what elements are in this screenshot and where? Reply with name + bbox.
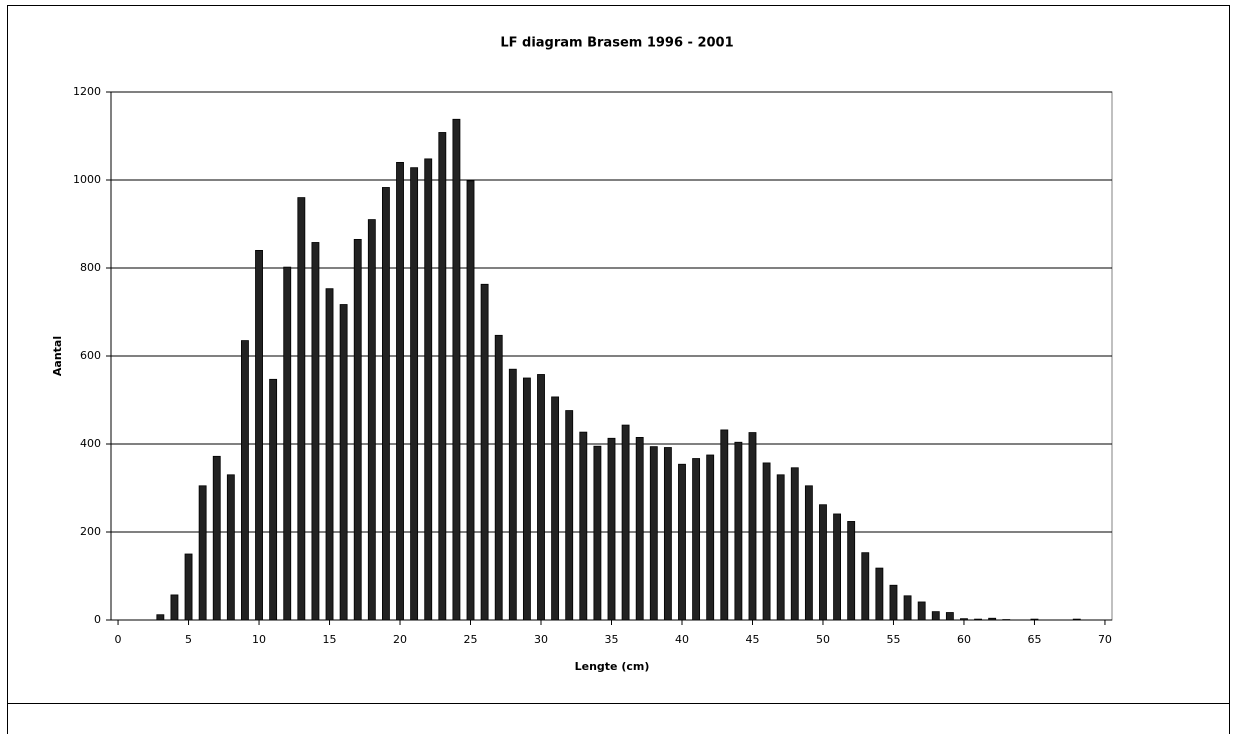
bar (480, 283, 489, 621)
bar (960, 618, 968, 621)
bar (353, 238, 362, 621)
x-axis-title: Lengte (cm) (575, 660, 650, 673)
bar (410, 167, 419, 621)
bar (635, 436, 644, 621)
bar (508, 368, 517, 621)
bar (494, 334, 503, 621)
x-tick-label: 65 (1027, 633, 1041, 646)
bar (212, 455, 221, 621)
bar (339, 304, 348, 621)
x-tick-label: 25 (464, 633, 478, 646)
lower-frame (7, 703, 1230, 734)
bar (889, 584, 898, 621)
bar (255, 249, 263, 621)
bar (847, 521, 856, 621)
x-tick-label: 50 (816, 633, 830, 646)
y-tick-label: 400 (80, 437, 101, 450)
bar (903, 595, 912, 621)
x-tick-label: 20 (393, 633, 407, 646)
bar (367, 219, 376, 621)
bar (861, 552, 870, 621)
bar (198, 485, 207, 621)
bar (819, 504, 827, 621)
bar (184, 553, 193, 621)
bar (283, 266, 292, 621)
bar (593, 445, 602, 621)
x-tick-label: 55 (886, 633, 900, 646)
bar (692, 458, 701, 621)
x-tick-label: 60 (957, 633, 971, 646)
bar (1030, 618, 1039, 621)
bar (833, 513, 842, 621)
bar (607, 437, 616, 621)
bar (565, 410, 574, 621)
bar (720, 429, 729, 621)
bar (579, 431, 588, 621)
bar (522, 377, 531, 621)
y-axis-title: Aantal (51, 336, 64, 376)
bar (297, 197, 306, 621)
x-tick-label: 5 (185, 633, 192, 646)
chart-title: LF diagram Brasem 1996 - 2001 (500, 36, 733, 51)
x-tick-label: 45 (745, 633, 759, 646)
x-tick-label: 70 (1098, 633, 1112, 646)
bar (917, 601, 926, 621)
bar (551, 396, 560, 621)
bar (649, 446, 658, 621)
bar (424, 158, 433, 621)
bar (156, 614, 165, 621)
bar (678, 463, 686, 621)
bar (170, 594, 179, 621)
x-tick-label: 35 (605, 633, 619, 646)
bar (804, 485, 813, 621)
x-tick-label: 40 (675, 633, 689, 646)
bar (875, 567, 884, 621)
y-tick-label: 800 (80, 261, 101, 274)
y-tick-label: 200 (80, 525, 101, 538)
bar (663, 447, 672, 621)
bar (438, 132, 447, 621)
bar (466, 180, 475, 621)
bar (1072, 618, 1081, 621)
bar (226, 474, 235, 621)
bar (762, 462, 771, 621)
bar (734, 441, 743, 621)
bar (396, 161, 404, 621)
bar (325, 288, 334, 621)
bar (241, 340, 249, 621)
x-tick-label: 10 (252, 633, 266, 646)
bar (790, 467, 799, 621)
x-tick-label: 0 (115, 633, 122, 646)
bar (269, 378, 278, 621)
bar (776, 474, 785, 621)
y-tick-label: 0 (94, 613, 101, 626)
bar (706, 454, 715, 621)
x-tick-label: 30 (534, 633, 548, 646)
bar (452, 118, 461, 621)
bar (945, 612, 954, 621)
bar (621, 424, 630, 621)
bar (381, 187, 390, 621)
bar (537, 374, 545, 621)
y-tick-label: 1000 (73, 173, 101, 186)
bar (748, 432, 757, 621)
y-tick-label: 1200 (73, 85, 101, 98)
bar (988, 617, 997, 621)
bar (974, 618, 982, 621)
y-tick-label: 600 (80, 349, 101, 362)
bar (311, 242, 320, 621)
x-tick-label: 15 (323, 633, 337, 646)
bar (931, 611, 940, 621)
